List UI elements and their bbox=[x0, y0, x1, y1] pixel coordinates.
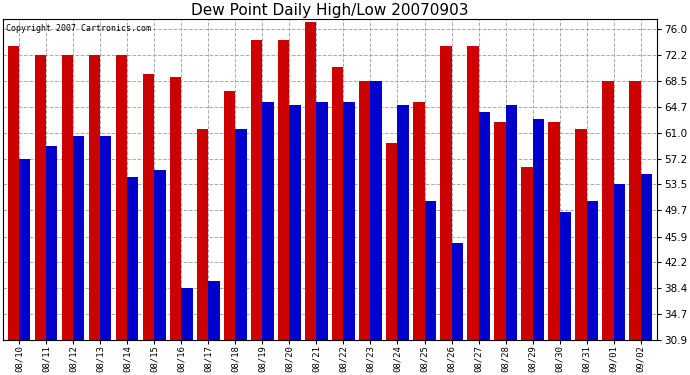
Bar bbox=[262, 102, 274, 340]
Bar bbox=[46, 146, 57, 340]
Bar bbox=[235, 129, 246, 340]
Bar bbox=[100, 136, 112, 340]
Bar bbox=[8, 46, 19, 340]
Bar bbox=[181, 288, 193, 340]
Bar bbox=[305, 22, 317, 340]
Bar bbox=[397, 105, 409, 340]
Bar bbox=[506, 105, 517, 340]
Bar bbox=[73, 136, 84, 340]
Bar bbox=[116, 56, 127, 340]
Bar bbox=[208, 280, 219, 340]
Bar bbox=[19, 159, 30, 340]
Bar bbox=[586, 201, 598, 340]
Bar bbox=[89, 56, 100, 340]
Bar bbox=[371, 81, 382, 340]
Bar bbox=[614, 184, 625, 340]
Bar bbox=[494, 122, 506, 340]
Text: Copyright 2007 Cartronics.com: Copyright 2007 Cartronics.com bbox=[6, 24, 151, 33]
Bar bbox=[440, 46, 451, 340]
Bar bbox=[413, 102, 424, 340]
Bar bbox=[332, 67, 344, 340]
Bar bbox=[549, 122, 560, 340]
Bar bbox=[224, 91, 235, 340]
Bar bbox=[197, 129, 208, 340]
Bar bbox=[467, 46, 479, 340]
Bar bbox=[344, 102, 355, 340]
Bar bbox=[451, 243, 463, 340]
Bar bbox=[359, 81, 371, 340]
Bar bbox=[251, 40, 262, 340]
Bar bbox=[602, 81, 614, 340]
Title: Dew Point Daily High/Low 20070903: Dew Point Daily High/Low 20070903 bbox=[191, 3, 469, 18]
Bar bbox=[317, 102, 328, 340]
Bar bbox=[386, 143, 397, 340]
Bar bbox=[278, 40, 289, 340]
Bar bbox=[170, 78, 181, 340]
Bar bbox=[575, 129, 586, 340]
Bar bbox=[629, 81, 641, 340]
Bar bbox=[560, 212, 571, 340]
Bar bbox=[289, 105, 301, 340]
Bar bbox=[641, 174, 652, 340]
Bar bbox=[533, 119, 544, 340]
Bar bbox=[61, 56, 73, 340]
Bar bbox=[154, 170, 166, 340]
Bar bbox=[34, 56, 46, 340]
Bar bbox=[143, 74, 154, 340]
Bar bbox=[424, 201, 436, 340]
Bar bbox=[522, 167, 533, 340]
Bar bbox=[479, 112, 490, 340]
Bar bbox=[127, 177, 139, 340]
